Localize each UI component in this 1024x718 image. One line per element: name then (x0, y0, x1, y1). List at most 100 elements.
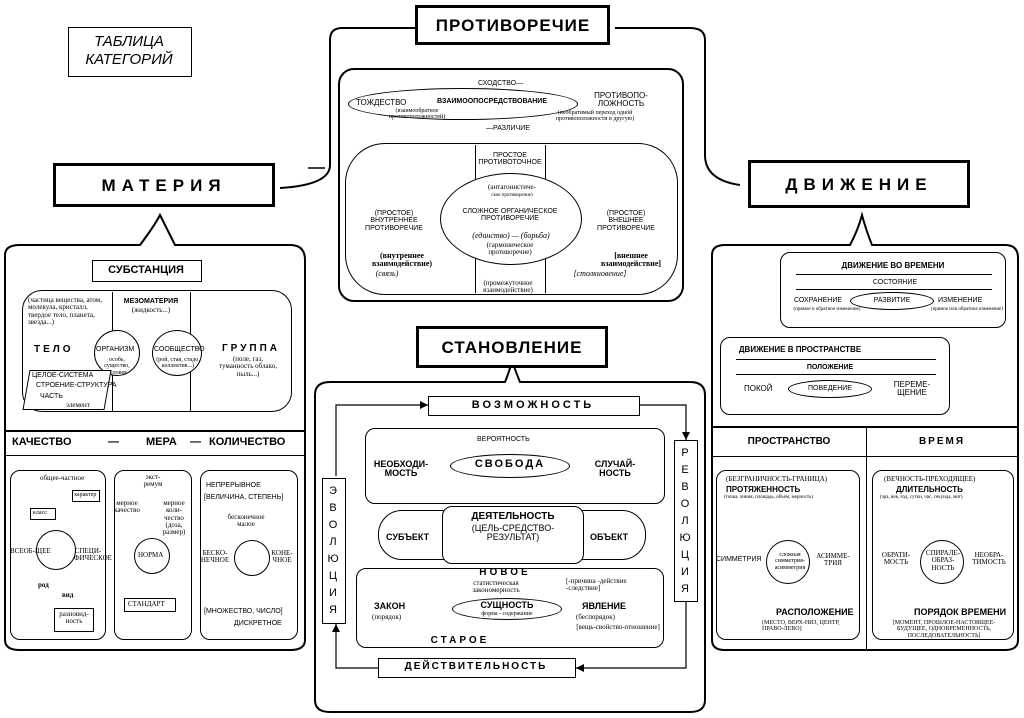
antagonistic-label: (антагонистиче- (488, 183, 536, 191)
measure-label: МЕРА (146, 436, 177, 448)
organism-circle (94, 330, 140, 376)
irreversibility-label: НЕОБРА-ТИМОСТЬ (972, 551, 1006, 567)
development-ellipse (850, 292, 934, 310)
group-label: ГРУППА (222, 343, 281, 354)
disorder-label: (беспорядок) (576, 613, 615, 621)
quality-label: КАЧЕСТВО (12, 436, 72, 448)
order-label: (порядок) (372, 613, 402, 621)
identity-note: (взаимообратное противоположностей) (388, 108, 446, 121)
universal-label: ВСЕОБ-ЩЕЕ (10, 547, 51, 555)
magnitude-label: [ВЕЛИЧИНА, СТЕПЕНЬ] (204, 494, 284, 501)
activity-label: ДЕЯТЕЛЬНОСТЬ (471, 511, 555, 522)
position-label: ПОЛОЖЕНИЕ (806, 364, 854, 371)
heading-motion: ДВИЖЕНИЕ (748, 160, 970, 208)
evolution-box: Э В О Л Ю Ц И Я (322, 478, 346, 624)
unity-struggle-label: (единство) — (борьба) (472, 231, 550, 240)
location-note: (МЕСТО, ВЕРХ-НИЗ, ЦЕНТР, ПРАВО-ЛЕВО) (762, 620, 840, 633)
goal-label: (ЦЕЛЬ-СРЕДСТВО-РЕЗУЛЬТАТ) (471, 523, 555, 543)
change-label: ИЗМЕНЕНИЕ (938, 297, 983, 304)
substance-label: СУБСТАНЦИЯ (108, 264, 184, 276)
infinite-label: БЕСКО-НЕЧНОЕ (200, 549, 230, 565)
genus-label: род (38, 581, 49, 589)
law-label: ЗАКОН (374, 601, 406, 611)
element-label: элемент (66, 401, 90, 409)
difference-label: —РАЗЛИЧИЕ (486, 125, 530, 132)
community-circle (152, 330, 202, 376)
mediation-label: ВЗАИМООПОСРЕДСТВОВАНИЕ (437, 98, 548, 105)
form-content-label: форма - содержание (481, 611, 533, 617)
table-title-box: ТАБЛИЦА КАТЕГОРИЙ (68, 27, 192, 77)
subject-label: СУБЪЕКТ (386, 532, 430, 542)
time-label: ВРЕМЯ (918, 436, 966, 447)
character-label: характер (74, 492, 97, 498)
essence-label: СУЩНОСТЬ (480, 600, 534, 610)
symmetry-label: СИММЕТРИЯ (716, 556, 762, 563)
space-motion-label: ДВИЖЕНИЕ В ПРОСТРАНСТВЕ (738, 345, 862, 354)
thing-label: [вещь-свойство-отношение] (576, 623, 660, 631)
time-motion-panel (780, 252, 1006, 328)
revolution-box: Р Е В О Л Ю Ц И Я (674, 440, 698, 602)
evolution-letters: Э В О Л Ю Ц И Я (327, 485, 339, 616)
revolution-letters: Р Е В О Л Ю Ц И Я (679, 447, 691, 595)
specific-label: СПЕЦИ-ФИЧЕСКОЕ (74, 547, 112, 563)
finite-label: КОНЕ-ЧНОЕ (271, 549, 293, 565)
quantity-circle (234, 540, 270, 576)
set-number-label: [МНОЖЕСТВО, ЧИСЛО] (204, 608, 283, 615)
measure-quality-label: мерное качество (114, 499, 140, 515)
heading-matter: МАТЕРИЯ (53, 163, 275, 207)
displacement-label: ПЕРЕМЕ-ЩЕНИЕ (893, 380, 931, 398)
heading-becoming-label: СТАНОВЛЕНИЕ (441, 338, 583, 357)
class-label: класс (33, 510, 47, 516)
antagonistic-note: ское противоречие) (491, 193, 533, 198)
general-particular-label: общее-частное (40, 474, 85, 482)
measure-quantity-label: мерное коли-чество (доза, размер) (162, 499, 186, 537)
heading-motion-label: ДВИЖЕНИЕ (785, 175, 933, 194)
duration-label: ДЛИТЕЛЬНОСТЬ (896, 485, 963, 494)
extent-note: (точка, линия, площадь, объем, мерность) (724, 495, 814, 500)
chance-label: СЛУЧАЙ-НОСТЬ (594, 459, 636, 479)
time-order-label: ПОРЯДОК ВРЕМЕНИ (914, 607, 1007, 617)
dash-2: — (190, 436, 201, 448)
reality-box: ДЕЙСТВИТЕЛЬНОСТЬ (378, 658, 576, 678)
norm-circle (134, 538, 170, 574)
standard-label: СТАНДАРТ (128, 600, 165, 608)
activity-box (442, 506, 584, 564)
link-label: (связь) (375, 269, 399, 278)
complex-label: СЛОЖНОЕ ОРГАНИЧЕСКОЕ ПРОТИВОРЕЧИЕ (462, 208, 558, 223)
dash-1: — (108, 436, 119, 448)
boundless-label: (БЕЗГРАНИЧНОСТЬ-ГРАНИЦА) (726, 475, 828, 483)
continuous-label: НЕПРЕРЫВНОЕ (206, 482, 261, 489)
behavior-ellipse (788, 380, 872, 398)
identity-label: ТОЖДЕСТВО (356, 98, 407, 107)
mesomatter-note: (жидкость...) (131, 306, 171, 314)
simple-pointlike-label: ПРОСТОЕ ПРОТИВОТОЧНОЕ (478, 152, 542, 167)
state-label: СОСТОЯНИЕ (872, 279, 918, 286)
community-note: (рой, стая, стадо, коллектив...) (156, 357, 200, 370)
complex-contradiction-ellipse (440, 173, 582, 265)
development-label: РАЗВИТИЕ (873, 297, 911, 304)
freedom-ellipse (450, 454, 570, 478)
space-circle (766, 540, 810, 584)
heading-matter-label: МАТЕРИЯ (101, 176, 227, 195)
preservation-label: СОХРАНЕНИЕ (794, 297, 843, 304)
intermediate-label: (промежуточное взаимодействие) (483, 279, 533, 295)
possibility-label: ВОЗМОЖНОСТЬ (471, 399, 595, 411)
community-label: СООБЩЕСТВО (154, 346, 205, 353)
change-note: (прямое или обратное изменение) (930, 307, 1004, 312)
heading-contradiction-label: ПРОТИВОРЕЧИЕ (435, 16, 591, 35)
space-motion-panel (720, 337, 950, 415)
table-title-line2: КАТЕГОРИЙ (85, 51, 173, 68)
species-label: вид (62, 591, 74, 599)
preservation-note: (прямое и обратное изменение) (793, 307, 861, 312)
collision-label: [столкновение] (573, 269, 627, 278)
opposite-note: (необратимый переход одной противоположн… (555, 110, 635, 123)
duration-note: (эра, век, год, сутки, час, секунда, миг… (880, 495, 963, 500)
behavior-label: ПОВЕДЕНИЕ (808, 385, 852, 392)
reversibility-label: ОБРАТИ-МОСТЬ (881, 551, 911, 567)
extremum-label: экст-ремум (143, 473, 163, 489)
complex-symmetry-label: сложная симметрия-асимметрия (774, 552, 806, 571)
eternity-label: (ВЕЧНОСТЬ-ПРЕХОДЯЩЕЕ) (884, 475, 976, 483)
heading-contradiction: ПРОТИВОРЕЧИЕ (415, 5, 610, 45)
outer-interaction-label: [внешнее взаимодействие] (600, 251, 662, 269)
